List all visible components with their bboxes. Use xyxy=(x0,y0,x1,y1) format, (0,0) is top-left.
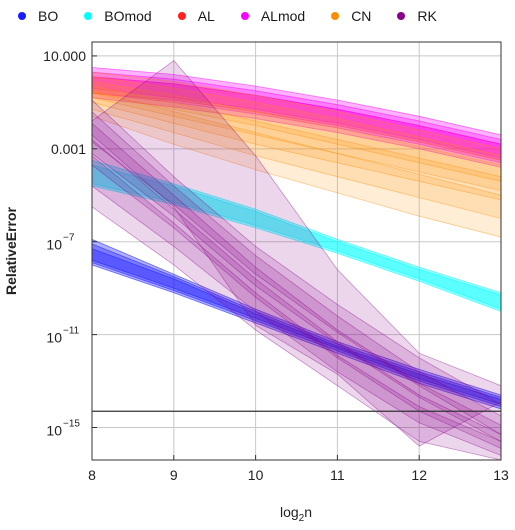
x-axis-ticks: 8 9 10 11 12 13 xyxy=(88,455,509,483)
plot-background xyxy=(92,42,501,460)
legend-item-al: AL xyxy=(177,8,215,24)
band-cn-2 xyxy=(92,81,501,201)
legend-item-bomod: BOmod xyxy=(84,8,152,24)
band-rk-3 xyxy=(92,138,501,456)
y-axis-label: RelativeError xyxy=(3,206,19,294)
y-tick-label: 0.001 xyxy=(51,141,86,157)
legend-marker xyxy=(397,12,406,20)
legend-item-almod: ALmod xyxy=(240,8,306,24)
y-tick-label: 10 xyxy=(46,422,62,438)
band-cn-0 xyxy=(92,71,501,182)
legend-marker xyxy=(331,12,340,20)
band-bo-0 xyxy=(92,238,501,405)
legend-label: CN xyxy=(351,8,372,24)
x-tick-label: 13 xyxy=(493,467,509,483)
band-rk-1 xyxy=(92,111,501,442)
legend-label: AL xyxy=(197,8,215,24)
legend-label: ALmod xyxy=(260,8,306,24)
band-bomod-1 xyxy=(92,164,501,312)
band-bo-1 xyxy=(92,243,501,408)
series-bands xyxy=(92,60,501,460)
legend-marker xyxy=(18,12,26,20)
band-cn-4 xyxy=(92,90,501,238)
band-bo-2 xyxy=(92,248,501,410)
legend-item-rk: RK xyxy=(397,8,437,24)
legend-label: RK xyxy=(417,8,437,24)
legend-marker xyxy=(240,12,249,20)
legend-label: BOmod xyxy=(104,8,152,24)
band-almod-0 xyxy=(92,67,501,159)
y-tick-exponent: −15 xyxy=(63,418,80,429)
y-tick-label: 10 xyxy=(46,237,62,253)
y-tick-label: 10 xyxy=(46,330,62,346)
band-rk-4 xyxy=(92,155,501,460)
band-rk-2 xyxy=(92,122,501,449)
x-tick-label: 9 xyxy=(170,467,178,483)
y-tick-label: 10.000 xyxy=(43,48,86,64)
x-axis-label: log2n xyxy=(280,504,312,524)
legend-item-cn: CN xyxy=(331,8,371,24)
legend-marker xyxy=(84,12,93,20)
x-tick-label: 11 xyxy=(330,467,345,483)
legend-marker xyxy=(177,12,186,20)
band-rk-0 xyxy=(92,99,501,435)
band-almod-1 xyxy=(92,71,501,164)
legend-label: BO xyxy=(38,8,59,24)
plot-frame xyxy=(91,41,502,461)
legend-item-bo: BO xyxy=(18,8,58,24)
band-bomod-0 xyxy=(92,159,501,310)
band-cn-1 xyxy=(92,76,501,192)
band-cn-3 xyxy=(92,85,501,219)
x-tick-label: 8 xyxy=(88,467,96,483)
y-tick-exponent: −11 xyxy=(63,326,80,337)
x-tick-label: 12 xyxy=(411,467,427,483)
y-tick-exponent: −7 xyxy=(63,233,75,244)
legend: BO BOmod AL ALmod CN RK xyxy=(18,8,463,24)
band-almod-2 xyxy=(92,76,501,168)
x-tick-label: 10 xyxy=(248,467,264,483)
band-rk-5 xyxy=(92,60,501,447)
